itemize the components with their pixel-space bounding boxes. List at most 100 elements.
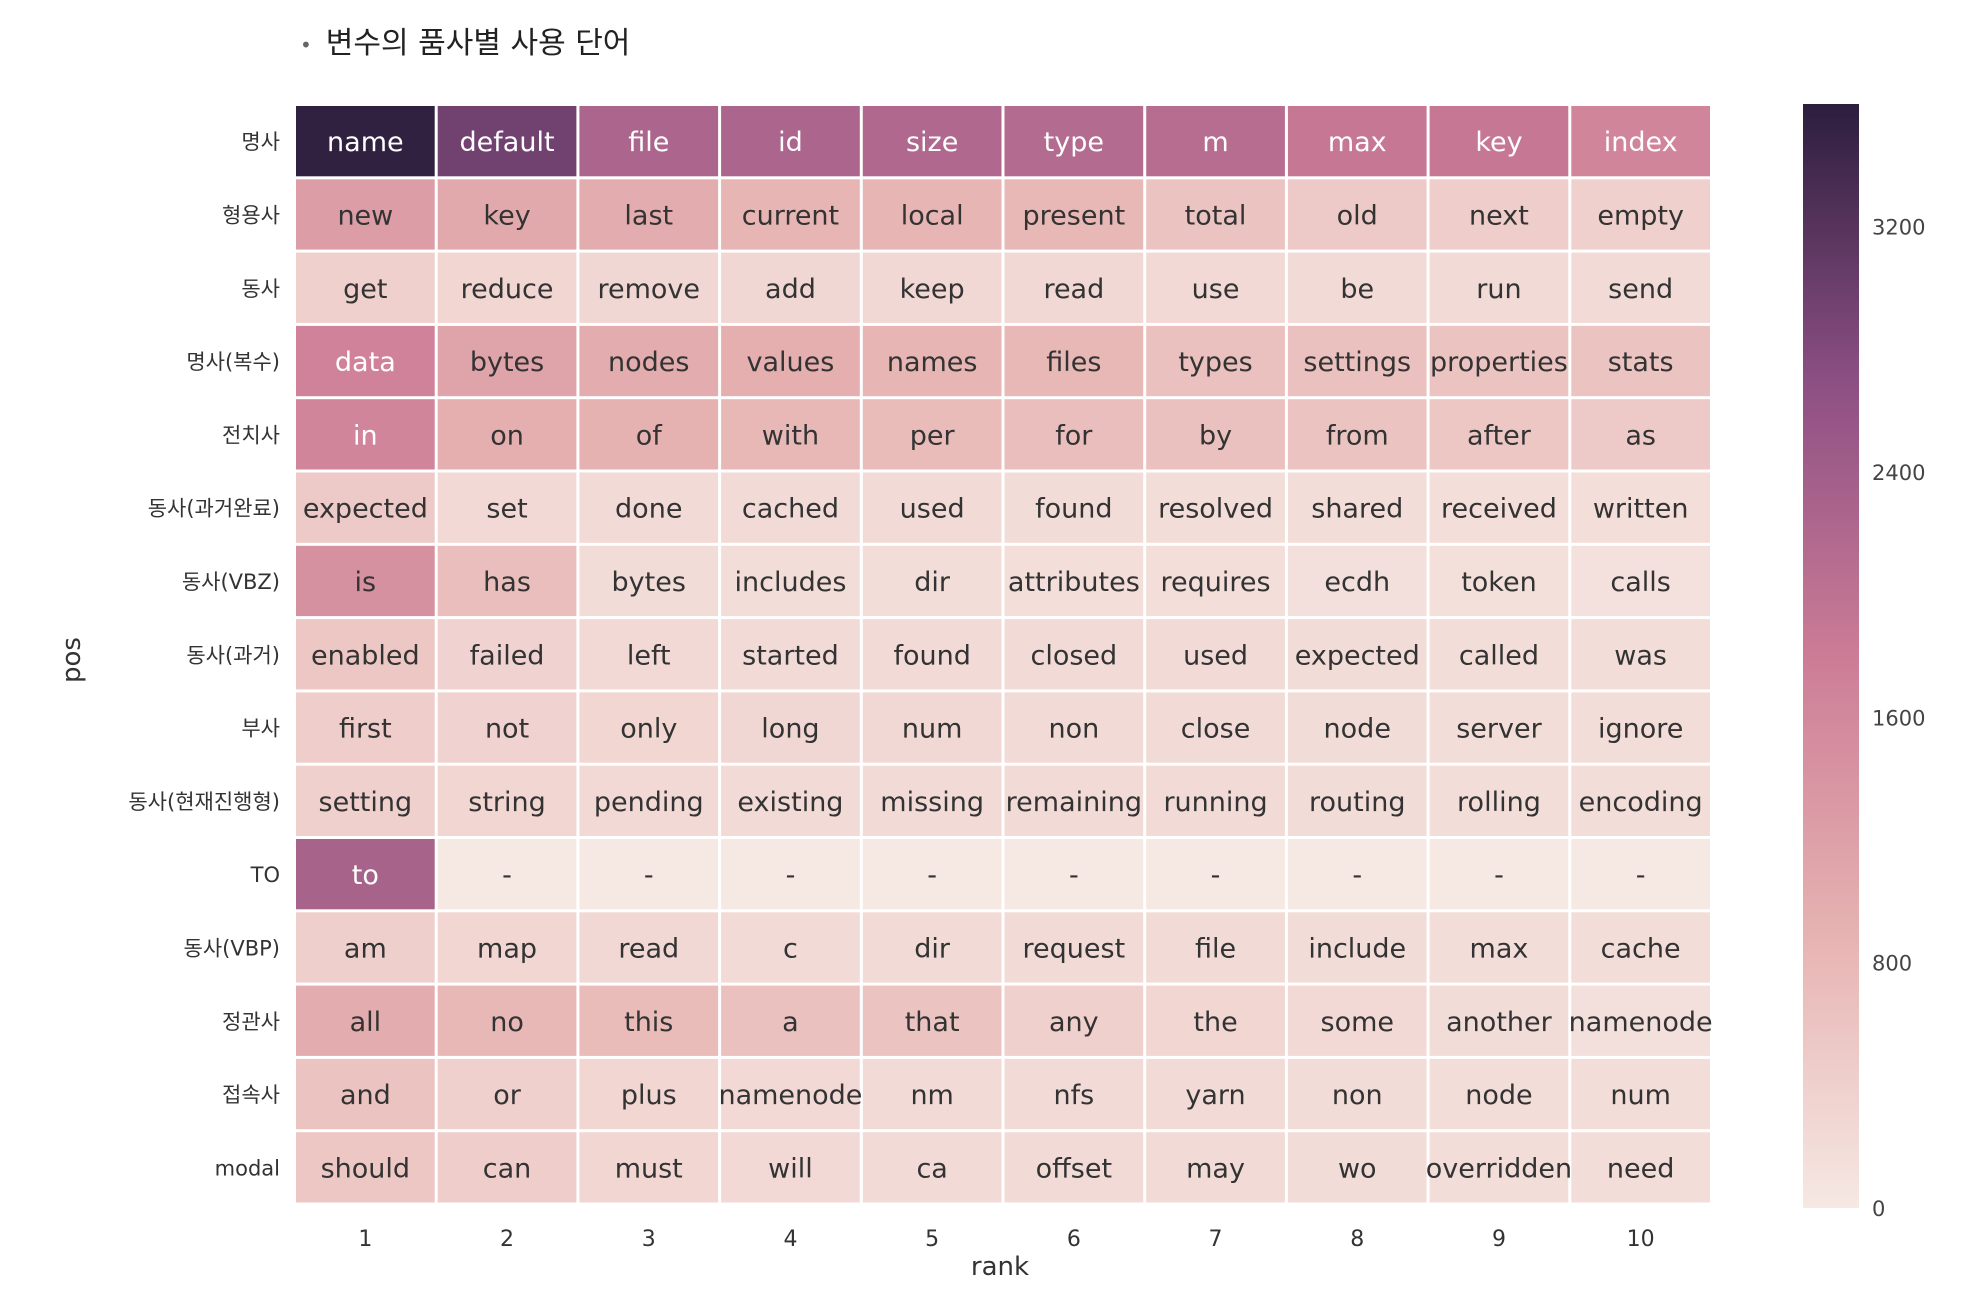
cell-word: run xyxy=(1476,274,1521,305)
heatmap-cell xyxy=(1429,399,1569,470)
colorbar-tick-label: 800 xyxy=(1872,952,1912,976)
cell-word: cache xyxy=(1601,933,1681,964)
cell-word: should xyxy=(321,1153,410,1184)
heatmap-cell xyxy=(1004,179,1144,250)
heatmap-cell xyxy=(862,472,1002,543)
heatmap-cell xyxy=(1571,545,1710,617)
heatmap-cell xyxy=(579,619,719,690)
colorbar: 0 800 1600 2400 3200 xyxy=(1803,104,1925,1221)
heatmap-cell xyxy=(862,839,1002,910)
cell-word: that xyxy=(905,1007,960,1038)
cell-word: - xyxy=(1211,860,1221,891)
cell-word: - xyxy=(786,860,796,891)
heatmap-cell xyxy=(1146,1058,1285,1130)
heatmap-cell xyxy=(579,692,719,763)
cell-word: empty xyxy=(1597,200,1684,231)
heatmap-cell xyxy=(296,1132,435,1203)
cell-word: wo xyxy=(1338,1153,1377,1184)
row-label: 접속사 xyxy=(222,1083,280,1107)
cell-word: size xyxy=(906,127,958,158)
heatmap-cell xyxy=(1287,399,1427,470)
heatmap-cell xyxy=(579,106,719,177)
cell-word: another xyxy=(1446,1007,1552,1038)
heatmap-cell xyxy=(1429,839,1569,910)
cell-word: this xyxy=(624,1007,673,1038)
heatmap-cell xyxy=(1004,1058,1144,1130)
cell-word: - xyxy=(1494,860,1504,891)
heatmap-cell xyxy=(1146,1132,1285,1203)
cell-word: data xyxy=(335,347,396,378)
cell-word: names xyxy=(887,347,978,378)
cell-word: from xyxy=(1326,420,1389,451)
heatmap-cell xyxy=(1287,1132,1427,1203)
cell-word: closed xyxy=(1031,640,1118,671)
heatmap-cell xyxy=(1429,179,1569,250)
heatmap-cell xyxy=(296,179,435,250)
row-label: 형용사 xyxy=(222,203,280,227)
row-label: 정관사 xyxy=(222,1010,280,1034)
cell-word: local xyxy=(901,200,964,231)
heatmap-cell xyxy=(1571,1132,1710,1203)
cell-word: max xyxy=(1328,127,1387,158)
column-label: 3 xyxy=(642,1227,656,1252)
heatmap-cell xyxy=(862,765,1002,836)
heatmap-cell xyxy=(1571,106,1710,177)
heatmap-cell xyxy=(296,399,435,470)
heatmap-cell xyxy=(862,692,1002,763)
heatmap-cell xyxy=(862,252,1002,323)
cell-word: include xyxy=(1308,933,1406,964)
heatmap-cell xyxy=(1287,1058,1427,1130)
heatmap-cell xyxy=(1429,545,1569,617)
heatmap-cell xyxy=(1429,472,1569,543)
heatmap-cell xyxy=(1146,765,1285,836)
heatmap-cell xyxy=(579,252,719,323)
cell-word: remove xyxy=(597,274,700,305)
x-axis-label: rank xyxy=(971,1252,1029,1282)
heatmap-cell xyxy=(437,1132,577,1203)
cell-word: namenode xyxy=(718,1080,862,1111)
colorbar-gradient xyxy=(1803,104,1859,1208)
bullet-icon: • xyxy=(300,32,312,57)
heatmap-cell xyxy=(1287,765,1427,836)
heatmap-cell xyxy=(1004,399,1144,470)
cell-word: max xyxy=(1470,933,1529,964)
heatmap-cell xyxy=(437,619,577,690)
heatmap-cell xyxy=(437,252,577,323)
row-label: 명사 xyxy=(241,130,280,154)
cell-word: was xyxy=(1614,640,1667,671)
heatmap-cell xyxy=(1146,325,1285,397)
cell-word: add xyxy=(765,274,816,305)
cell-word: yarn xyxy=(1185,1080,1245,1111)
cell-word: new xyxy=(337,200,393,231)
heatmap-cell xyxy=(721,545,860,617)
heatmap-cell xyxy=(1146,545,1285,617)
heatmap-cell xyxy=(721,1132,860,1203)
cell-word: to xyxy=(352,860,379,891)
cell-word: stats xyxy=(1608,347,1674,378)
cell-word: for xyxy=(1055,420,1093,451)
cell-word: existing xyxy=(737,787,843,818)
heatmap-cell xyxy=(721,765,860,836)
cell-word: done xyxy=(615,494,682,525)
heatmap-cell xyxy=(296,1058,435,1130)
cell-word: ignore xyxy=(1598,714,1683,745)
heatmap-cell xyxy=(1287,912,1427,983)
heatmap-cell xyxy=(437,912,577,983)
heatmap-cell xyxy=(1004,325,1144,397)
cell-word: offset xyxy=(1036,1153,1112,1184)
row-label: TO xyxy=(250,863,280,887)
cell-word: attributes xyxy=(1008,567,1140,598)
cell-word: includes xyxy=(735,567,847,598)
column-label: 9 xyxy=(1492,1227,1506,1252)
cell-word: after xyxy=(1467,420,1532,451)
column-label: 5 xyxy=(925,1227,939,1252)
cell-word: a xyxy=(782,1007,799,1038)
colorbar-tick-label: 1600 xyxy=(1872,706,1925,730)
cell-word: encoding xyxy=(1579,787,1703,818)
heatmap-cell xyxy=(1146,912,1285,983)
heatmap-cell xyxy=(579,985,719,1056)
heatmap-cell xyxy=(1146,619,1285,690)
cell-word: setting xyxy=(319,787,413,818)
cell-word: and xyxy=(340,1080,391,1111)
heatmap-cell xyxy=(721,912,860,983)
